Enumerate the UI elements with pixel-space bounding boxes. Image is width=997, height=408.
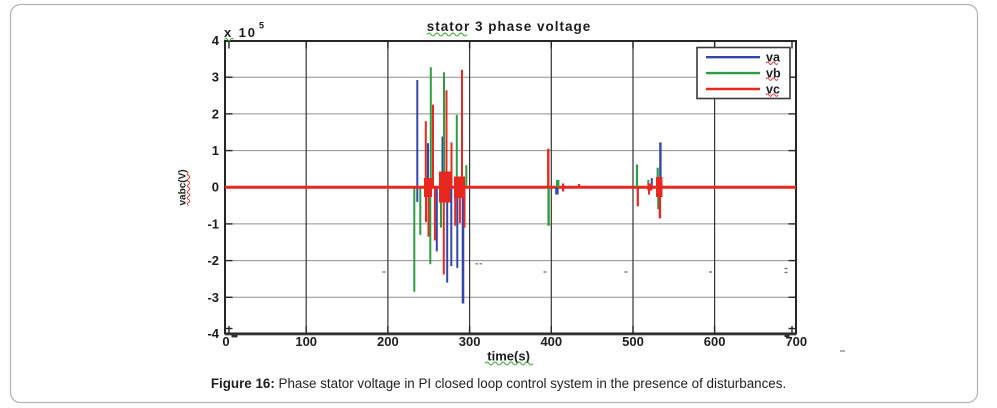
svg-text:700: 700 (785, 334, 807, 349)
svg-text:va: va (766, 51, 781, 65)
svg-text:x 10: x 10 (224, 25, 257, 40)
svg-text:-1: -1 (207, 216, 219, 231)
svg-text:4: 4 (212, 33, 220, 48)
svg-text:3: 3 (212, 70, 219, 85)
svg-text:0: 0 (212, 180, 219, 195)
svg-text:-3: -3 (207, 290, 219, 305)
svg-text:vc: vc (766, 82, 780, 96)
svg-text:100: 100 (295, 334, 317, 349)
svg-text:400: 400 (540, 334, 562, 349)
svg-text:5: 5 (259, 21, 264, 31)
svg-text:600: 600 (704, 334, 726, 349)
svg-text:time(s): time(s) (487, 349, 530, 364)
svg-text:500: 500 (622, 334, 644, 349)
svg-text:vabc(V): vabc(V) (178, 169, 189, 205)
svg-text:stator 3 phase voltage: stator 3 phase voltage (427, 19, 592, 34)
svg-text:0: 0 (222, 334, 229, 349)
svg-text:vb: vb (766, 66, 781, 80)
svg-text:-4: -4 (207, 326, 219, 341)
svg-text:300: 300 (459, 334, 481, 349)
svg-text:-2: -2 (207, 253, 219, 268)
svg-text:2: 2 (212, 106, 219, 121)
svg-text:200: 200 (377, 334, 399, 349)
svg-text:1: 1 (212, 143, 219, 158)
